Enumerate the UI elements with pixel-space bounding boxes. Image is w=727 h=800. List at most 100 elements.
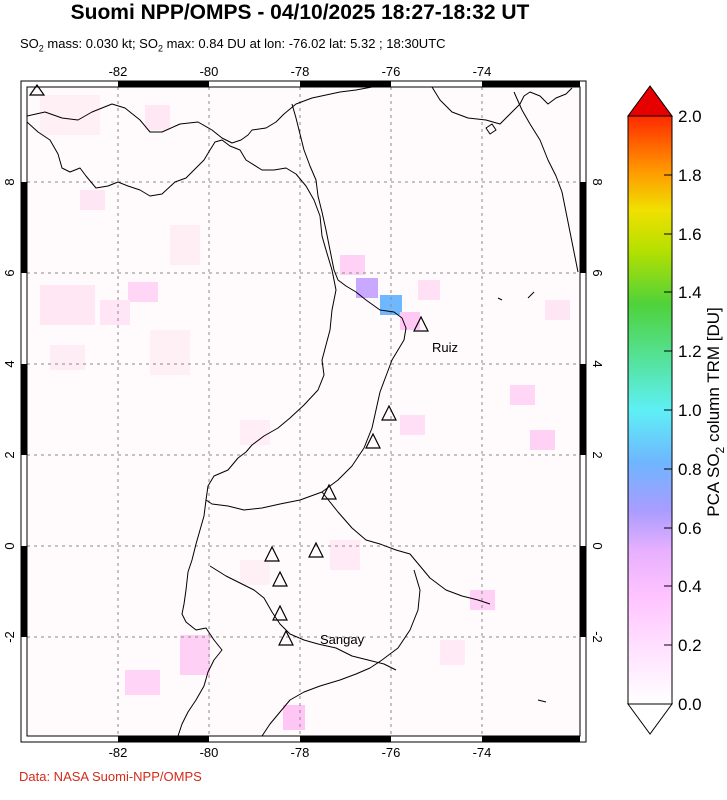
- so2-pixel: [145, 105, 170, 130]
- lat-labels-left: 8 6 4 2 0 -2: [2, 178, 17, 642]
- map-border-ticks: [20, 80, 587, 743]
- subtitle-part-2: mass: 0.030 kt; SO: [43, 36, 158, 51]
- lon-tick-label: -82: [109, 745, 128, 760]
- border-segment: [21, 182, 27, 273]
- so2-pixel: [283, 705, 305, 730]
- lat-tick-label: 4: [590, 360, 605, 367]
- colorbar-tick-label: 0.2: [678, 636, 702, 655]
- volcano-marker: [321, 483, 337, 500]
- so2-pixel: [50, 345, 85, 370]
- lat-tick-label: 6: [2, 269, 17, 276]
- colorbar-title-suffix: column TRM [DU]: [704, 307, 723, 447]
- so2-pixel: [80, 190, 105, 210]
- volcano-marker-sangay: [278, 629, 294, 646]
- so2-pixel: [170, 225, 200, 265]
- so2-pixel-layer: [40, 95, 570, 730]
- lat-tick-label: 8: [2, 178, 17, 185]
- colorbar-tick-label: 1.0: [678, 401, 702, 420]
- border-segment: [580, 182, 586, 273]
- lon-tick-label: -82: [109, 64, 128, 79]
- lon-tick-label: -76: [382, 745, 401, 760]
- volcano-marker: [308, 541, 324, 558]
- lat-tick-label: 8: [590, 178, 605, 185]
- subtitle-part-3: max: 0.84 DU at lon: -76.02 lat: 5.32 ; …: [162, 36, 446, 51]
- volcano-markers: [28, 83, 429, 646]
- so2-pixel: [150, 330, 190, 375]
- so2-pixel: [125, 670, 160, 695]
- so2-pixel: [240, 560, 270, 585]
- so2-pixel: [128, 282, 158, 302]
- lon-tick-label: -76: [382, 64, 401, 79]
- outer-frame: [20, 80, 587, 743]
- so2-pixel: [330, 540, 360, 570]
- border-segment: [482, 736, 580, 742]
- colorbar-tick-label: 1.6: [678, 225, 702, 244]
- lat-labels-right: 8 6 4 2 0 -2: [590, 178, 605, 642]
- island-outline: [485, 123, 497, 135]
- so2-pixel: [400, 415, 425, 435]
- so2-pixel: [510, 385, 535, 405]
- border-colombia-venezuela: [513, 91, 579, 273]
- lat-tick-label: 2: [590, 451, 605, 458]
- colorbar-tick-label: 2.0: [678, 107, 702, 126]
- lat-tick-label: -2: [590, 631, 605, 643]
- colorbar-title-prefix: PCA SO: [704, 453, 723, 516]
- lat-tick-label: 6: [590, 269, 605, 276]
- volcano-marker: [272, 604, 288, 621]
- so2-pixel: [530, 430, 555, 450]
- lon-tick-label: -78: [291, 64, 310, 79]
- border-fragment: [537, 699, 547, 703]
- lon-labels-bottom: -82 -80 -78 -76 -74: [109, 745, 492, 760]
- colorbar-under-arrow: [627, 703, 673, 735]
- so2-pixel: [40, 95, 100, 135]
- lon-tick-label: -80: [200, 745, 219, 760]
- volcano-marker-ruiz: [413, 315, 429, 332]
- border-segment: [118, 81, 209, 87]
- so2-pixel: [440, 640, 465, 665]
- border-segment: [118, 736, 209, 742]
- border-segment: [482, 81, 580, 87]
- lon-labels-top: -82 -80 -78 -76 -74: [109, 64, 492, 79]
- lat-tick-label: 2: [2, 451, 17, 458]
- volcano-label-ruiz: Ruiz: [432, 340, 458, 355]
- river-maranon: [261, 569, 421, 736]
- colorbar-tick-label: 0.8: [678, 460, 702, 479]
- lat-tick-label: -2: [2, 631, 17, 643]
- coastlines: [27, 87, 579, 736]
- so2-pixel: [180, 635, 210, 675]
- colorbar-tick-label: 0.6: [678, 519, 702, 538]
- colorbar-tick-label: 0.4: [678, 577, 702, 596]
- colorbar-ticks: [664, 115, 672, 705]
- border-ecuador-peru: [209, 565, 397, 671]
- colorbar-tick-label: 1.8: [678, 166, 702, 185]
- lon-tick-label: -80: [200, 64, 219, 79]
- map-background: [27, 87, 580, 736]
- map-subtitle: SO2 mass: 0.030 kt; SO2 max: 0.84 DU at …: [20, 36, 446, 54]
- coastline-pacific-south: [177, 451, 247, 736]
- lat-tick-label: 0: [590, 542, 605, 549]
- lat-tick-label: 4: [2, 360, 17, 367]
- colorbar: 0.0 0.2 0.4 0.6 0.8 1.0 1.2 1.4 1.6 1.8 …: [627, 85, 727, 735]
- lon-tick-label: -74: [473, 64, 492, 79]
- so2-pixel: [40, 285, 95, 325]
- border-segment: [21, 364, 27, 455]
- lon-tick-label: -78: [291, 745, 310, 760]
- colorbar-tick-label: 1.4: [678, 283, 702, 302]
- coastline-pacific-north: [27, 121, 337, 453]
- border-segment: [21, 546, 27, 637]
- so2-pixel: [545, 300, 570, 320]
- border-colombia-panama-ecuador: [205, 103, 407, 511]
- colorbar-title: PCA SO2 column TRM [DU]: [704, 307, 727, 517]
- subtitle-part-1: SO: [20, 36, 39, 51]
- volcano-marker: [381, 404, 397, 421]
- so2-pixel: [240, 420, 270, 445]
- coastline-caribbean: [27, 87, 373, 144]
- volcano-marker: [264, 545, 280, 562]
- colorbar-over-arrow: [627, 85, 673, 117]
- subtitle-sub-2: 2: [157, 43, 163, 54]
- border-segment: [300, 81, 391, 87]
- map-title: Suomi NPP/OMPS - 04/10/2025 18:27-18:32 …: [70, 1, 530, 24]
- border-segment: [300, 736, 391, 742]
- so2-pixel: [356, 278, 378, 298]
- island-outline: [497, 297, 503, 301]
